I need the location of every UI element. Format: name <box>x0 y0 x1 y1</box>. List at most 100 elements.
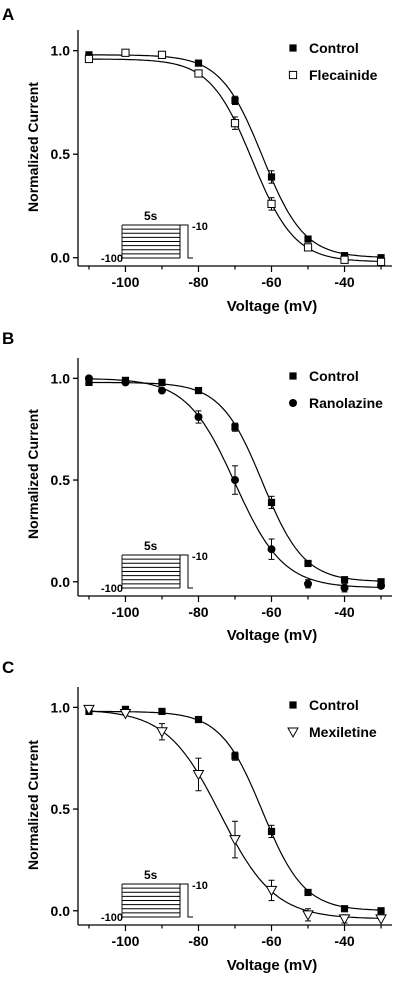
panel-c-point-1-1 <box>119 708 132 720</box>
panel-a-point-0-8 <box>377 254 385 262</box>
panel-a-point-1-3 <box>194 69 203 78</box>
panel-b-inset-duration: 5s <box>144 539 158 553</box>
panel-b-plot: 0.0 0.5 1.0 -100 -80 -60 -40 Control Ranolazine 5… <box>51 358 392 620</box>
panel-c-ylabel: Normalized Current <box>25 740 41 870</box>
panel-a-ylabel: Normalized Current <box>25 82 41 212</box>
panel-b-point-1-1 <box>121 378 130 387</box>
panel-a-xlabel: Voltage (mV) <box>227 298 318 315</box>
panel-a-inset-test-pulse <box>179 224 193 259</box>
panel-c-point-1-5 <box>265 885 278 897</box>
panel-c-inset-duration: 5s <box>144 868 158 882</box>
panel-b-point-1-6 <box>304 579 313 588</box>
panel-c-legend-marker-1 <box>287 727 299 739</box>
panel-a-inset-end-v: -10 <box>192 221 208 233</box>
panel-a-point-1-7 <box>340 255 349 264</box>
panel-c-inset-start-v: -100 <box>101 912 123 924</box>
panel-b-point-0-0 <box>85 378 93 387</box>
panel-a-ytick-label-1: 0.5 <box>51 146 71 162</box>
panel-b-xtick-label-2: -60 <box>261 604 281 620</box>
panel-c-point-1-2 <box>156 727 168 738</box>
panel-a-point-0-4 <box>231 96 239 104</box>
panel-c-point-0-6 <box>304 888 312 897</box>
panel-a-point-1-8 <box>376 257 386 266</box>
panel-c-inset-end-v: -10 <box>192 880 208 892</box>
panel-c-fit-curve-1 <box>88 710 382 919</box>
panel-a-point-0-7 <box>340 252 349 260</box>
panel-c: C 0.0 0.5 1.0 -100 -80 -60 -40 Control Mexiletin… <box>2 658 392 974</box>
panel-a-inset-duration: 5s <box>144 209 158 223</box>
panel-c-ytick-label-2: 1.0 <box>51 699 71 715</box>
panel-b-point-0-3 <box>194 386 203 395</box>
panel-b-point-1-5 <box>267 545 276 554</box>
panel-a-xtick-label-0: -100 <box>111 274 139 290</box>
panel-b-point-0-8 <box>377 578 385 586</box>
panel-b-inset-test-pulse <box>179 554 193 589</box>
panel-a-legend-marker-1 <box>288 70 298 80</box>
panel-a-point-1-4 <box>230 119 240 128</box>
panel-a-xtick-label-1: -80 <box>188 274 208 290</box>
panel-c-legend-label-1: Mexiletine <box>309 724 377 740</box>
panel-b-point-0-2 <box>158 378 166 387</box>
panel-b-ytick-label-1: 0.5 <box>51 472 71 488</box>
panel-c-xtick-label-3: -40 <box>334 933 354 949</box>
panel-a-letter: A <box>2 5 14 24</box>
panel-c-point-0-2 <box>158 707 166 716</box>
panel-b-point-0-5 <box>267 498 276 507</box>
panel-b-xtick-label-1: -80 <box>188 604 208 620</box>
panel-a-point-1-5 <box>267 199 276 208</box>
panel-c-inset-test-pulse <box>179 883 193 918</box>
panel-a: A 0.0 0.5 1.0 -100 -80 -60 -40 Control Flecainid… <box>2 5 392 315</box>
panel-b-xlabel: Voltage (mV) <box>227 627 318 644</box>
panel-c-point-0-3 <box>194 715 203 724</box>
panel-a-inset-start-v: -100 <box>101 253 123 265</box>
panel-b-point-1-0 <box>84 374 93 383</box>
panel-a-xtick-label-3: -40 <box>334 274 354 290</box>
panel-b-xtick-label-0: -100 <box>111 604 139 620</box>
panel-c-point-1-4 <box>229 835 241 846</box>
panel-c-point-1-3 <box>192 769 205 781</box>
panel-b-xtick-label-3: -40 <box>334 604 354 620</box>
panel-c-point-0-7 <box>340 905 349 913</box>
panel-c-point-1-8 <box>375 914 387 925</box>
panel-c-xlabel: Voltage (mV) <box>227 957 318 974</box>
panel-a-point-1-1 <box>121 48 130 57</box>
panel-a-ytick-label-0: 0.0 <box>51 250 71 266</box>
panel-b-legend-marker-0 <box>289 372 297 380</box>
panel-c-legend-marker-0 <box>289 701 297 709</box>
panel-a-legend-label-1: Flecainide <box>309 67 378 83</box>
panel-c-xtick-label-0: -100 <box>111 933 139 949</box>
panel-a-fit-curve-0 <box>89 54 381 258</box>
panel-b-inset-start-v: -100 <box>101 583 123 595</box>
panel-b-point-1-8 <box>377 581 386 590</box>
panel-c-point-0-4 <box>231 752 239 760</box>
panel-b-ylabel: Normalized Current <box>25 409 41 539</box>
panel-b-legend-label-0: Control <box>309 368 359 384</box>
panel-c-legend-label-0: Control <box>309 697 359 713</box>
panel-c-point-1-0 <box>83 704 95 716</box>
panel-c-ytick-label-0: 0.0 <box>51 903 71 919</box>
panel-a-legend-label-0: Control <box>309 40 359 56</box>
panel-c-ytick-label-1: 0.5 <box>51 801 71 817</box>
panel-a-point-1-6 <box>303 243 313 252</box>
panel-c-point-0-8 <box>377 907 385 915</box>
panel-b-point-1-4 <box>231 476 239 485</box>
panel-b-ytick-label-0: 0.0 <box>51 574 71 590</box>
panel-a-point-1-2 <box>157 50 167 59</box>
panel-b: B 0.0 0.5 1.0 -100 -80 -60 -40 Control Ranolazin… <box>2 329 392 644</box>
panel-c-point-1-6 <box>302 910 314 921</box>
panel-a-fit-curve-1 <box>89 58 381 262</box>
panel-b-point-0-4 <box>231 423 239 431</box>
panel-b-legend-marker-1 <box>289 399 297 407</box>
panel-a-legend-marker-0 <box>289 44 297 52</box>
panel-a-point-0-6 <box>304 235 312 243</box>
panel-c-xtick-label-1: -80 <box>188 933 208 949</box>
panel-b-point-1-2 <box>157 386 166 395</box>
panel-c-point-1-7 <box>338 914 351 925</box>
panel-a-point-0-5 <box>267 173 276 181</box>
panel-b-letter: B <box>2 329 14 348</box>
panel-b-legend-label-1: Ranolazine <box>309 395 383 411</box>
panel-b-ytick-label-2: 1.0 <box>51 370 71 386</box>
panel-c-plot: 0.0 0.5 1.0 -100 -80 -60 -40 Control Mexiletine 5… <box>51 687 392 949</box>
panel-c-point-0-5 <box>267 827 276 836</box>
